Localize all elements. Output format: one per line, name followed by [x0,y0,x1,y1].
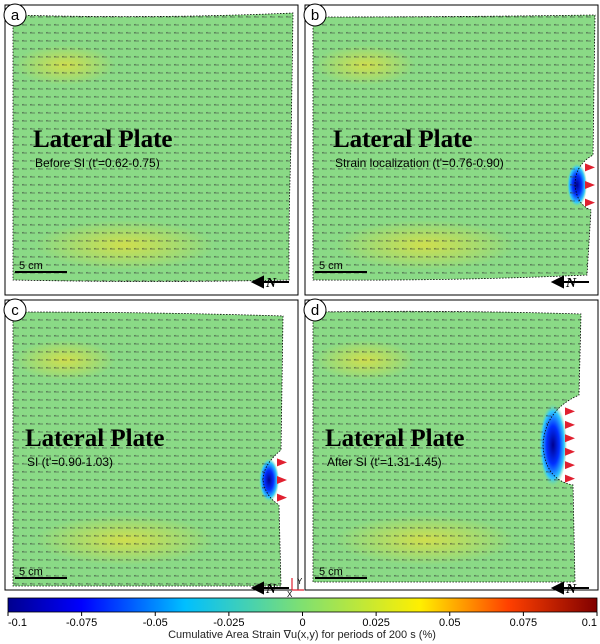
plate-title: Lateral Plate [325,425,465,452]
plate-title: Lateral Plate [25,425,165,452]
subtitle: Strain localization (t'=0.76-0.90) [335,156,504,170]
fault-tooth [565,434,575,443]
subtitle: After SI (t'=1.31-1.45) [327,455,442,469]
colorbar-tick-label: -0.1 [8,617,27,629]
letter-badge [303,298,327,322]
displacement-field [12,311,284,587]
displacement-field [312,14,596,281]
colorbar-tick-label: 0 [299,617,305,629]
colorbar-tick-label: 0.075 [510,617,538,629]
fault-tooth [277,476,287,484]
north-label: N [265,582,277,597]
scale-label: 5 cm [319,566,343,578]
fault-tooth [565,420,575,429]
fault-tooth [565,461,575,470]
panel: c Lateral Plate SI (t'=0.90-1.03) 5 cm N [3,298,299,597]
colorbar-tick-label: 0.025 [362,617,390,629]
letter-badge [303,3,327,27]
panel-letter: b [311,7,319,24]
axis-x-label: X [287,590,293,599]
plate-title: Lateral Plate [333,126,473,153]
scale-label: 5 cm [19,260,43,272]
scale-label: 5 cm [319,260,343,272]
colorbar-tick-label: -0.05 [143,617,168,629]
panel-letter: d [311,302,319,319]
panel: b Lateral Plate Strain localization (t'=0.… [303,3,599,296]
letter-badge [3,298,27,322]
displacement-field [312,310,582,583]
fault-tooth [585,198,595,207]
axis-y-label: Y [297,577,303,586]
scale-label: 5 cm [19,566,43,578]
north-arrow [550,581,589,595]
north-arrow [550,275,589,289]
panel-letter: c [11,302,19,319]
fault-tooth [277,458,287,467]
fault-tooth [565,407,575,416]
north-label: N [565,276,577,291]
north-label: N [565,582,577,597]
north-label: N [265,276,277,291]
colorbar-tick-label: -0.025 [213,617,244,629]
north-arrow [250,275,289,289]
displacement-field [12,12,294,282]
colorbar-tick-label: -0.075 [66,617,97,629]
north-arrow [250,581,289,595]
fault-tooth [585,181,595,189]
subtitle: SI (t'=0.90-1.03) [27,455,113,469]
fault-tooth [277,493,287,502]
colorbar-tick-label: 0.1 [582,617,597,629]
subtitle: Before SI (t'=0.62-0.75) [35,156,160,170]
fault-tooth [565,447,575,456]
axes-indicator [291,578,304,591]
colorbar-label: Cumulative Area Strain ∇u(x,y) for perio… [168,629,436,641]
panel: d Lateral Plate After SI (t'=1.31-1.45) 5 c… [303,298,599,597]
plate-title: Lateral Plate [33,126,173,153]
colorbar-tick-label: 0.05 [439,617,460,629]
letter-badge [3,3,27,27]
panel: a Lateral Plate Before SI (t'=0.62-0.75) 5 … [3,3,299,296]
fault-tooth [585,163,595,172]
fault-tooth [565,474,575,483]
colorbar [7,597,598,613]
panel-letter: a [11,7,20,24]
